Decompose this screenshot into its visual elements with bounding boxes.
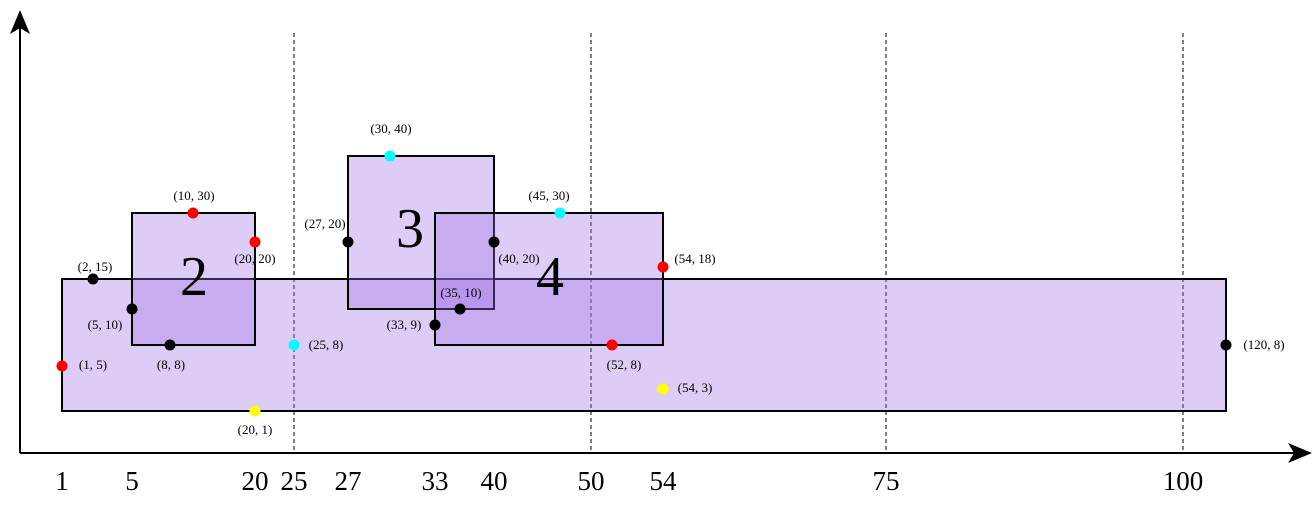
point-label: (10, 30) [173,188,214,203]
dashed-guides [293,33,1184,453]
point [429,319,441,331]
point [606,339,618,351]
point [384,150,396,162]
rect-label: 3 [396,198,424,260]
point-label: (33, 9) [387,317,422,332]
axis-label: 5 [125,466,139,496]
axis-label: 40 [481,466,508,496]
point [1220,339,1232,351]
point-label: (5, 10) [88,317,123,332]
point-label: (20, 1) [238,422,273,437]
point-label: (1, 5) [79,357,107,372]
point [554,207,566,219]
point [657,383,669,395]
point-label: (27, 20) [304,216,345,231]
rectangles [61,155,1227,412]
point-label: (20, 20) [234,251,275,266]
point-label: (30, 40) [370,121,411,136]
point [288,339,300,351]
point [187,207,199,219]
point-label: (8, 8) [157,357,185,372]
point [126,303,138,315]
point [657,261,669,273]
point [56,360,68,372]
axis-label: 25 [281,466,308,496]
point-label: (54, 18) [674,251,715,266]
point-label: (120, 8) [1243,337,1284,352]
axis-label: 27 [335,466,362,496]
axis-label: 75 [873,466,900,496]
axis-label: 100 [1163,466,1204,496]
point [164,339,176,351]
point [249,405,261,417]
point [87,273,99,285]
point-label: (25, 8) [309,337,344,352]
axis-label: 54 [650,466,678,496]
point-label: (2, 15) [78,259,113,274]
point-label: (45, 30) [528,188,569,203]
point-label: (40, 20) [498,251,539,266]
rect-label: 2 [180,246,208,308]
point [454,303,466,315]
point [249,236,261,248]
axis-label: 33 [422,466,449,496]
axis-label: 50 [578,466,605,496]
rect-label: 4 [536,246,564,308]
point [342,236,354,248]
point-label: (54, 3) [678,380,713,395]
axis-label: 20 [242,466,269,496]
axis-label: 1 [55,466,69,496]
point [488,236,500,248]
point-label: (52, 8) [607,357,642,372]
point-label: (35, 10) [440,285,481,300]
